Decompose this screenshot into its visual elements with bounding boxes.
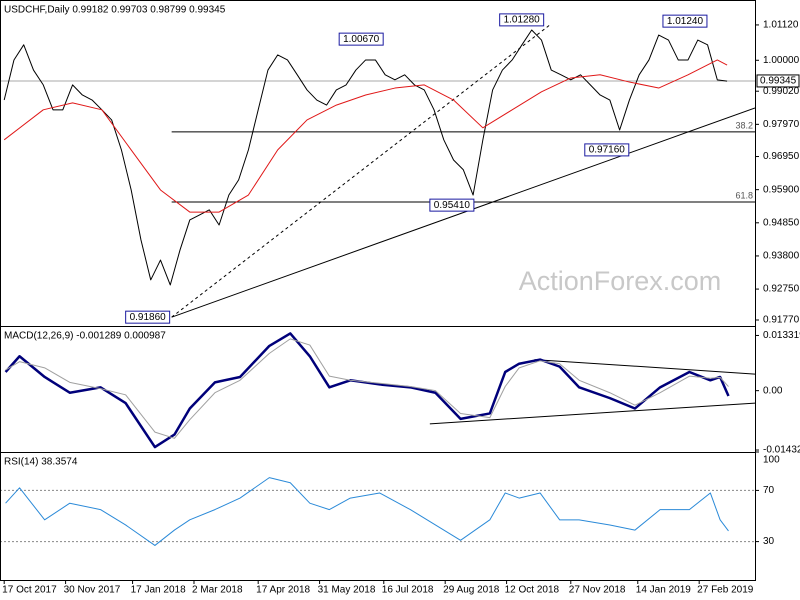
- fib-level-label: 61.8: [735, 190, 753, 200]
- panel-frame: [0, 326, 756, 453]
- series-line: [3, 59, 728, 213]
- y-tick-label: 0.96950: [763, 151, 800, 162]
- y-tick-label: -0.014323: [763, 445, 800, 456]
- annotation-box: [125, 310, 171, 324]
- series-line: [5, 338, 729, 439]
- y-tick-label: 70: [763, 485, 775, 496]
- last-price-label: 0.99345: [760, 76, 797, 87]
- x-tick-label: 30 Nov 2017: [64, 585, 121, 596]
- annotation-label: 1.01240: [667, 16, 704, 27]
- annotation-label: 0.97160: [589, 145, 626, 156]
- x-tick-label: 16 Jul 2018: [382, 585, 434, 596]
- x-tick-label: 12 Oct 2018: [505, 585, 560, 596]
- y-tick-label: 0.95900: [763, 184, 800, 195]
- annotation-box: [338, 32, 384, 46]
- panel-frame: [0, 452, 756, 581]
- annotation-label: 1.00670: [343, 34, 380, 45]
- series-line: [4, 332, 730, 449]
- trendline: [534, 359, 755, 375]
- annotation-box: [429, 198, 475, 212]
- trendline: [429, 402, 755, 425]
- y-tick-label: 0.013319: [763, 330, 800, 341]
- panel-title: MACD(12,26,9) -0.001289 0.000987: [4, 331, 166, 342]
- annotation-label: 0.95410: [434, 200, 471, 211]
- watermark: ActionForex.com: [519, 266, 722, 296]
- x-tick-label: 2 Mar 2018: [192, 585, 243, 596]
- x-tick-label: 17 Jan 2018: [131, 585, 186, 596]
- y-tick-label: 0.91770: [763, 315, 800, 326]
- fib-level-label: 38.2: [735, 120, 753, 130]
- panel: ActionForex.com 38.2 61.8 1.01280 1.00670 1.0…: [0, 13, 755, 324]
- x-tick-label: 27 Feb 2019: [697, 585, 754, 596]
- series-line: [3, 29, 728, 286]
- x-tick-label: 27 Nov 2018: [569, 585, 626, 596]
- y-tick-label: 0.97970: [763, 119, 800, 130]
- annotation-box: [662, 14, 708, 28]
- y-tick-label: 100: [763, 455, 780, 466]
- y-tick-label: 1.01120: [763, 20, 799, 31]
- y-tick-label: 1.00000: [763, 55, 800, 66]
- x-tick-label: 17 Apr 2018: [256, 585, 310, 596]
- y-tick-label: 0.93800: [763, 251, 800, 262]
- trendline: [171, 24, 551, 318]
- annotation-label: 0.91860: [130, 312, 167, 323]
- annotation-box: [499, 13, 545, 27]
- y-tick-label: 0.94850: [763, 217, 800, 228]
- y-tick-label: 0.00: [763, 385, 783, 396]
- x-tick-label: 17 Oct 2017: [2, 585, 57, 596]
- series-line: [5, 477, 729, 546]
- x-tick-label: 14 Jan 2019: [636, 585, 691, 596]
- annotation-label: 1.01280: [504, 15, 541, 26]
- x-tick-label: 31 May 2018: [318, 585, 376, 596]
- trendline: [171, 107, 755, 318]
- last-price-box: [756, 74, 800, 88]
- panel: [4, 332, 755, 449]
- y-tick-label: 0.99020: [763, 86, 800, 97]
- panel-title: USDCHF,Daily 0.99182 0.99703 0.98799 0.9…: [4, 5, 226, 16]
- x-tick-label: 29 Aug 2018: [443, 585, 500, 596]
- y-tick-label: 0.92750: [763, 284, 800, 295]
- annotation-box: [584, 143, 630, 157]
- panel: [0, 452, 755, 546]
- panel-title: RSI(14) 38.3574: [4, 457, 78, 468]
- y-tick-label: 30: [763, 536, 775, 547]
